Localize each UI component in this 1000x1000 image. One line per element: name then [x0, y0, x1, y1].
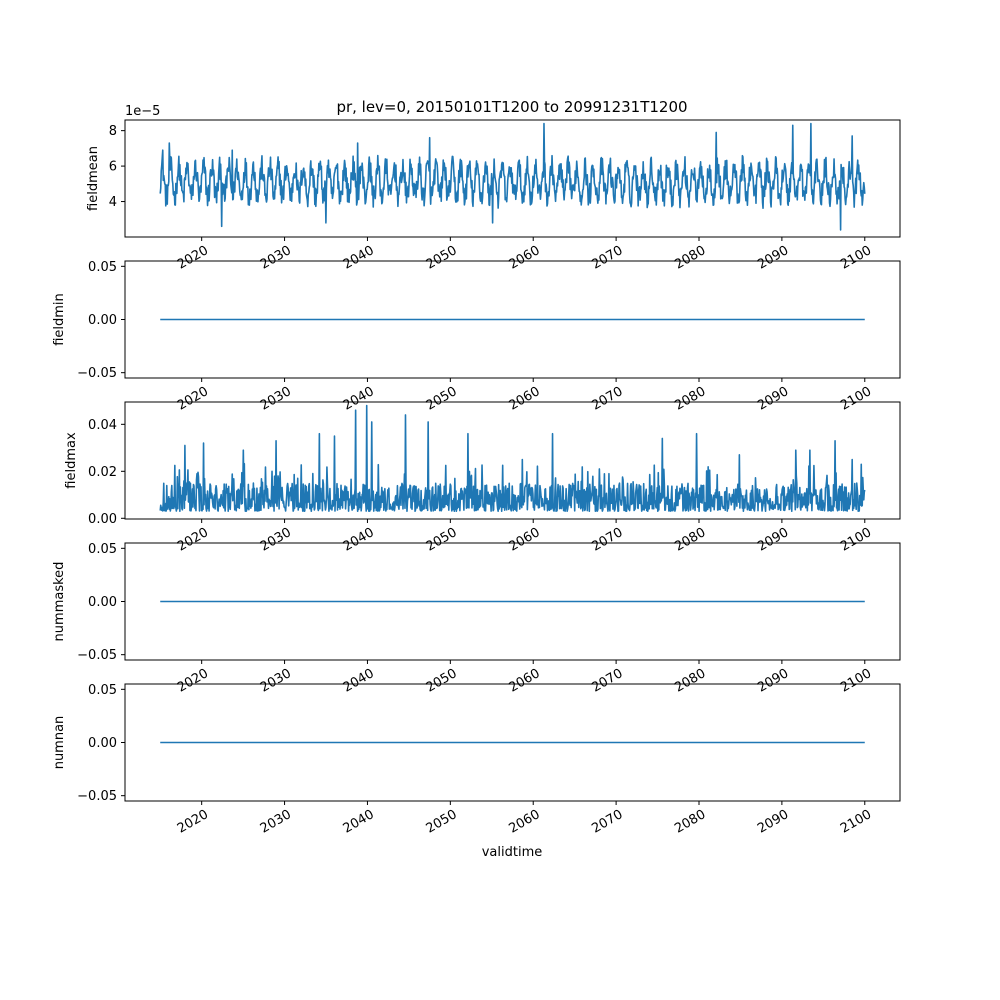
y-axis-label: fieldmean: [86, 146, 101, 211]
x-axis-label: validtime: [482, 845, 543, 860]
y-tick-label: 0.02: [88, 465, 117, 480]
y-axis-label: fieldmax: [64, 432, 79, 489]
y-axis-label: fieldmin: [52, 293, 67, 346]
y-tick-label: −0.05: [77, 789, 117, 804]
y-tick-label: 6: [109, 160, 117, 175]
y-tick-label: 0.00: [88, 313, 117, 328]
y-tick-label: −0.05: [77, 366, 117, 381]
series-line-fieldmax: [159, 404, 866, 513]
axes-frame: [124, 119, 901, 238]
series-group: [159, 122, 866, 231]
series-group: [159, 404, 866, 513]
y-tick-label: 0.00: [88, 595, 117, 610]
y-tick-label: 0.05: [88, 683, 117, 698]
y-axis-label: nummasked: [52, 562, 67, 642]
y-tick-label: 0.04: [88, 418, 117, 433]
y-tick-label: 0.05: [88, 542, 117, 557]
y-tick-label: 0.05: [88, 260, 117, 275]
y-tick-label: 0.00: [88, 512, 117, 527]
y-tick-label: 4: [109, 195, 117, 210]
series-line-fieldmean: [159, 122, 866, 231]
y-tick-label: −0.05: [77, 648, 117, 663]
y-offset-text: 1e−5: [125, 104, 160, 119]
y-tick-label: 0.00: [88, 736, 117, 751]
chart-title: pr, lev=0, 20150101T1200 to 20991231T120…: [336, 98, 687, 116]
y-axis-label: numnan: [52, 716, 67, 770]
y-tick-label: 8: [109, 124, 117, 139]
axes-frame: [124, 401, 901, 520]
